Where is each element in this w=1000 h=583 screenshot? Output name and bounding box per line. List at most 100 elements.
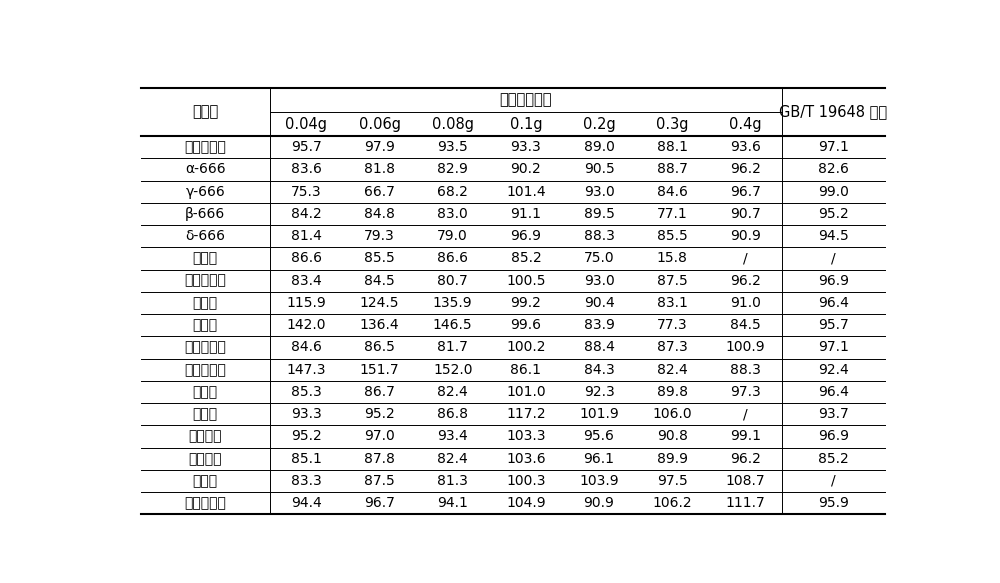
Text: 84.5: 84.5 bbox=[364, 273, 395, 287]
Text: 93.3: 93.3 bbox=[291, 408, 322, 422]
Text: 99.0: 99.0 bbox=[818, 185, 849, 199]
Text: 79.3: 79.3 bbox=[364, 229, 395, 243]
Text: 103.9: 103.9 bbox=[579, 474, 619, 488]
Text: 97.0: 97.0 bbox=[364, 430, 395, 444]
Text: 90.9: 90.9 bbox=[730, 229, 761, 243]
Text: 三氯杀螨醇: 三氯杀螨醇 bbox=[184, 340, 226, 354]
Text: 83.1: 83.1 bbox=[657, 296, 688, 310]
Text: 82.4: 82.4 bbox=[657, 363, 688, 377]
Text: 100.5: 100.5 bbox=[506, 273, 546, 287]
Text: 95.2: 95.2 bbox=[291, 430, 322, 444]
Text: γ-666: γ-666 bbox=[185, 185, 225, 199]
Text: 81.8: 81.8 bbox=[364, 163, 395, 177]
Text: 96.9: 96.9 bbox=[818, 273, 849, 287]
Text: 101.0: 101.0 bbox=[506, 385, 546, 399]
Text: 84.6: 84.6 bbox=[291, 340, 322, 354]
Text: 117.2: 117.2 bbox=[506, 408, 546, 422]
Text: 96.4: 96.4 bbox=[818, 296, 849, 310]
Text: 80.7: 80.7 bbox=[437, 273, 468, 287]
Text: 石墨化碳用量: 石墨化碳用量 bbox=[500, 93, 552, 107]
Text: 93.0: 93.0 bbox=[584, 185, 614, 199]
Text: 97.5: 97.5 bbox=[657, 474, 688, 488]
Text: 96.4: 96.4 bbox=[818, 385, 849, 399]
Text: 81.3: 81.3 bbox=[437, 474, 468, 488]
Text: 96.9: 96.9 bbox=[818, 430, 849, 444]
Text: 82.4: 82.4 bbox=[437, 385, 468, 399]
Text: 100.9: 100.9 bbox=[726, 340, 765, 354]
Text: 146.5: 146.5 bbox=[433, 318, 473, 332]
Text: 二甲戊乐灵: 二甲戊乐灵 bbox=[184, 363, 226, 377]
Text: 94.5: 94.5 bbox=[818, 229, 849, 243]
Text: 五氯硝基苯: 五氯硝基苯 bbox=[184, 140, 226, 154]
Text: 142.0: 142.0 bbox=[287, 318, 326, 332]
Text: 0.04g: 0.04g bbox=[285, 117, 327, 132]
Text: β-666: β-666 bbox=[185, 207, 225, 221]
Text: 82.6: 82.6 bbox=[818, 163, 849, 177]
Text: 86.7: 86.7 bbox=[364, 385, 395, 399]
Text: 氯氯氯菊酯: 氯氯氯菊酯 bbox=[184, 496, 226, 510]
Text: α-666: α-666 bbox=[185, 163, 225, 177]
Text: 87.5: 87.5 bbox=[657, 273, 688, 287]
Text: 124.5: 124.5 bbox=[360, 296, 399, 310]
Text: 68.2: 68.2 bbox=[437, 185, 468, 199]
Text: 97.1: 97.1 bbox=[818, 140, 849, 154]
Text: 93.0: 93.0 bbox=[584, 273, 614, 287]
Text: 94.1: 94.1 bbox=[437, 496, 468, 510]
Text: 异菌脲: 异菌脲 bbox=[193, 474, 218, 488]
Text: 氯虫腼: 氯虫腼 bbox=[193, 318, 218, 332]
Text: 90.7: 90.7 bbox=[730, 207, 761, 221]
Text: 0.06g: 0.06g bbox=[359, 117, 401, 132]
Text: 84.2: 84.2 bbox=[291, 207, 322, 221]
Text: 97.9: 97.9 bbox=[364, 140, 395, 154]
Text: 86.8: 86.8 bbox=[437, 408, 468, 422]
Text: 99.1: 99.1 bbox=[730, 430, 761, 444]
Text: 106.2: 106.2 bbox=[652, 496, 692, 510]
Text: 83.9: 83.9 bbox=[584, 318, 614, 332]
Text: 93.4: 93.4 bbox=[437, 430, 468, 444]
Text: 100.3: 100.3 bbox=[506, 474, 546, 488]
Text: 95.7: 95.7 bbox=[818, 318, 849, 332]
Text: 94.4: 94.4 bbox=[291, 496, 322, 510]
Text: 96.7: 96.7 bbox=[730, 185, 761, 199]
Text: 96.7: 96.7 bbox=[364, 496, 395, 510]
Text: 95.6: 95.6 bbox=[584, 430, 614, 444]
Text: 90.8: 90.8 bbox=[657, 430, 688, 444]
Text: 82.4: 82.4 bbox=[437, 452, 468, 466]
Text: 81.7: 81.7 bbox=[437, 340, 468, 354]
Text: 0.3g: 0.3g bbox=[656, 117, 688, 132]
Text: 虫螨腼: 虫螨腼 bbox=[193, 408, 218, 422]
Text: 86.6: 86.6 bbox=[291, 251, 322, 265]
Text: 86.5: 86.5 bbox=[364, 340, 395, 354]
Text: 88.7: 88.7 bbox=[657, 163, 688, 177]
Text: 83.6: 83.6 bbox=[291, 163, 322, 177]
Text: 84.3: 84.3 bbox=[584, 363, 614, 377]
Text: 93.7: 93.7 bbox=[818, 408, 849, 422]
Text: /: / bbox=[743, 251, 748, 265]
Text: 83.4: 83.4 bbox=[291, 273, 322, 287]
Text: 腐霏利: 腐霏利 bbox=[193, 385, 218, 399]
Text: 89.9: 89.9 bbox=[657, 452, 688, 466]
Text: 83.0: 83.0 bbox=[437, 207, 468, 221]
Text: 92.4: 92.4 bbox=[818, 363, 849, 377]
Text: 91.1: 91.1 bbox=[510, 207, 541, 221]
Text: 151.7: 151.7 bbox=[360, 363, 399, 377]
Text: 108.7: 108.7 bbox=[726, 474, 765, 488]
Text: 84.8: 84.8 bbox=[364, 207, 395, 221]
Text: 96.2: 96.2 bbox=[730, 452, 761, 466]
Text: 135.9: 135.9 bbox=[433, 296, 473, 310]
Text: 15.8: 15.8 bbox=[657, 251, 688, 265]
Text: 152.0: 152.0 bbox=[433, 363, 472, 377]
Text: 99.6: 99.6 bbox=[510, 318, 541, 332]
Text: 89.0: 89.0 bbox=[584, 140, 614, 154]
Text: 89.5: 89.5 bbox=[584, 207, 614, 221]
Text: 85.2: 85.2 bbox=[818, 452, 849, 466]
Text: 66.7: 66.7 bbox=[364, 185, 395, 199]
Text: 88.3: 88.3 bbox=[584, 229, 614, 243]
Text: 96.2: 96.2 bbox=[730, 163, 761, 177]
Text: 86.6: 86.6 bbox=[437, 251, 468, 265]
Text: 95.7: 95.7 bbox=[291, 140, 322, 154]
Text: 90.4: 90.4 bbox=[584, 296, 614, 310]
Text: 147.3: 147.3 bbox=[287, 363, 326, 377]
Text: 三唇锐: 三唇锐 bbox=[193, 296, 218, 310]
Text: GB/T 19648 方法: GB/T 19648 方法 bbox=[779, 104, 887, 120]
